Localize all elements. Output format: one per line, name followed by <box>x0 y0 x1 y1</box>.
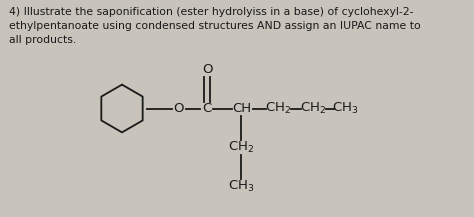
Text: O: O <box>202 63 212 76</box>
Text: C: C <box>202 102 211 115</box>
Text: CH: CH <box>232 102 251 115</box>
Text: 4) Illustrate the saponification (ester hydrolyiss in a base) of cyclohexyl-2-
e: 4) Illustrate the saponification (ester … <box>9 7 421 44</box>
Text: CH$_2$: CH$_2$ <box>265 101 292 116</box>
Text: CH$_2$: CH$_2$ <box>300 101 326 116</box>
Text: CH$_3$: CH$_3$ <box>332 101 359 116</box>
Text: O: O <box>173 102 183 115</box>
Text: CH$_2$: CH$_2$ <box>228 140 255 155</box>
Text: CH$_3$: CH$_3$ <box>228 179 255 194</box>
